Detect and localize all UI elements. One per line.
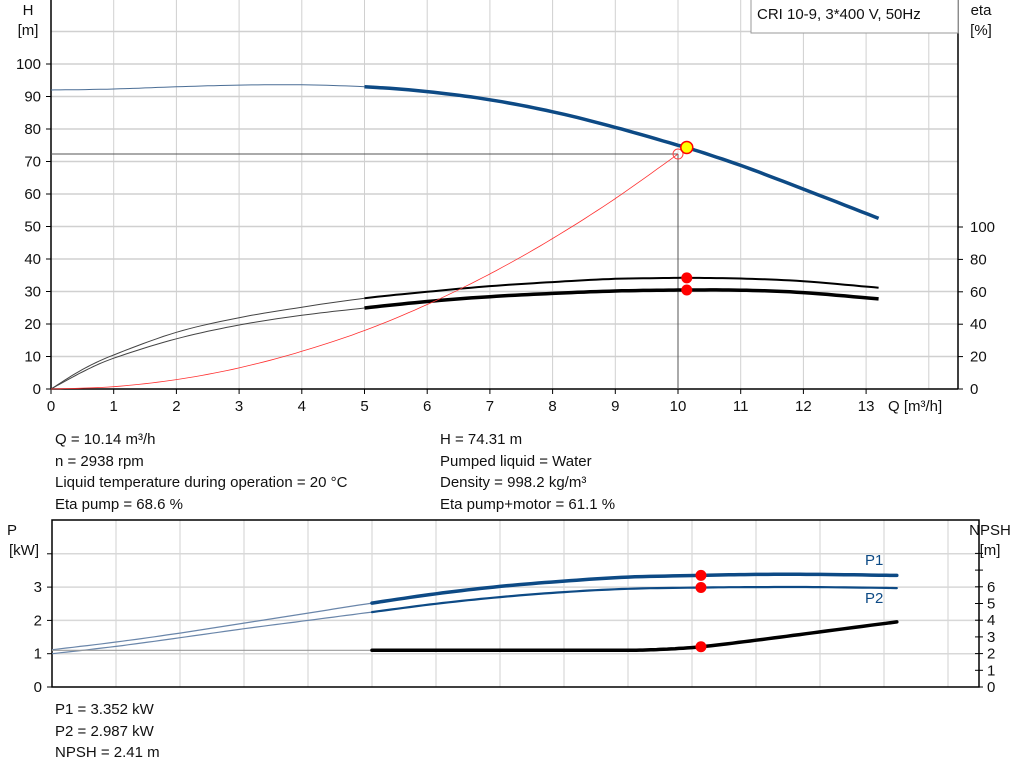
y-axis-label-left: P xyxy=(7,522,17,539)
y-tick-label-left: 100 xyxy=(16,56,41,73)
series-line-system-curve xyxy=(50,153,679,390)
x-tick-label: 11 xyxy=(733,398,749,415)
info-line: Eta pump = 68.6 % xyxy=(55,495,183,513)
series-line-NPSH xyxy=(370,620,899,653)
y-tick-label-left: 10 xyxy=(24,349,41,366)
y-tick-label-left: 0 xyxy=(33,381,41,398)
y-tick-label-right: 3 xyxy=(987,629,995,646)
series-label-P2: P2 xyxy=(865,590,883,607)
series-line-head xyxy=(364,85,880,221)
y-tick-label-right: 80 xyxy=(970,251,987,268)
series-line-P2-extrapolated xyxy=(51,611,373,655)
x-tick-label: 2 xyxy=(172,398,180,415)
y-axis-unit-left: [m] xyxy=(18,22,39,39)
series-line-head-extrapolated xyxy=(50,84,365,91)
x-tick-label: 5 xyxy=(360,398,368,415)
x-tick-label: 8 xyxy=(548,398,556,415)
y-tick-label-right: 0 xyxy=(987,679,995,696)
y-tick-label-right: 1 xyxy=(987,662,995,679)
y-tick-label-left: 0 xyxy=(34,679,42,696)
y-axis-unit-left: [kW] xyxy=(9,542,39,559)
series-label-P1: P1 xyxy=(865,552,883,569)
y-axis-label-left: H xyxy=(23,2,34,19)
y-tick-label-left: 2 xyxy=(34,612,42,629)
y-tick-label-left: 3 xyxy=(34,579,42,596)
y-axis-label-right: eta xyxy=(971,2,993,19)
series-line-eta-pump-motor-extrapolated xyxy=(50,307,365,390)
duty-marker-eta-pump-motor xyxy=(681,284,693,296)
y-tick-label-left: 30 xyxy=(24,284,41,301)
x-tick-label: 13 xyxy=(858,398,875,415)
y-tick-label-left: 50 xyxy=(24,219,41,236)
y-tick-label-right: 0 xyxy=(970,381,978,398)
series-line-P1 xyxy=(370,572,899,605)
series-line-eta-pump-extrapolated xyxy=(50,297,365,390)
y-tick-label-left: 80 xyxy=(24,121,41,138)
info-line: Q = 10.14 m³/h xyxy=(55,431,156,448)
x-tick-label: 6 xyxy=(423,398,431,415)
x-tick-label: 4 xyxy=(298,398,306,415)
x-tick-label: 1 xyxy=(110,398,118,415)
series-line-eta-pump-motor xyxy=(364,288,879,310)
info-top-right: H = 74.31 m Pumped liquid = Water Densit… xyxy=(440,429,615,515)
y-tick-label-left: 60 xyxy=(24,186,41,203)
y-tick-label-right: 20 xyxy=(970,349,987,366)
y-tick-label-left: 40 xyxy=(24,251,41,268)
y-tick-label-right: 2 xyxy=(987,646,995,663)
duty-marker-npsh xyxy=(695,641,707,653)
y-tick-label-left: 90 xyxy=(24,89,41,106)
x-tick-label: 7 xyxy=(486,398,494,415)
duty-marker-p1 xyxy=(695,569,707,581)
y-axis-label-right: NPSH xyxy=(969,522,1011,539)
info-line: H = 74.31 m xyxy=(440,431,523,448)
y-tick-label-left: 20 xyxy=(24,316,41,333)
legend-text: CRI 10-9, 3*400 V, 50Hz xyxy=(757,6,921,23)
series-line-eta-pump xyxy=(364,276,879,300)
y-tick-label-right: 6 xyxy=(987,579,995,596)
duty-point-marker xyxy=(680,140,694,155)
duty-marker-p2 xyxy=(695,582,707,594)
y-axis-unit-right: [%] xyxy=(970,22,992,39)
x-tick-label: 0 xyxy=(47,398,55,415)
x-tick-label: 10 xyxy=(670,398,687,415)
y-axis-unit-right: [m] xyxy=(980,542,1001,559)
y-tick-label-right: 5 xyxy=(987,596,995,613)
info-line: Density = 998.2 kg/m³ xyxy=(440,474,587,491)
info-bottom: P1 = 3.352 kW P2 = 2.987 kW NPSH = 2.41 … xyxy=(55,699,160,764)
requested-point-marker xyxy=(672,148,684,160)
info-line: P2 = 2.987 kW xyxy=(55,722,154,740)
duty-marker-eta-pump xyxy=(681,272,693,284)
x-tick-label: 12 xyxy=(795,398,812,415)
info-line: Pumped liquid = Water xyxy=(440,452,592,470)
y-tick-label-right: 4 xyxy=(987,612,995,629)
series-line-P1-extrapolated xyxy=(51,602,373,651)
info-top-left: Q = 10.14 m³/h n = 2938 rpm Liquid tempe… xyxy=(55,429,347,515)
y-tick-label-right: 40 xyxy=(970,316,987,333)
legend-box xyxy=(750,0,959,34)
info-line: P1 = 3.352 kW xyxy=(55,701,154,718)
x-axis-label: Q [m³/h] xyxy=(888,398,942,415)
info-line: Eta pump+motor = 61.1 % xyxy=(440,495,616,513)
x-tick-label: 3 xyxy=(235,398,243,415)
info-line: NPSH = 2.41 m xyxy=(55,744,160,761)
info-line: n = 2938 rpm xyxy=(55,452,144,470)
series-line-P2 xyxy=(370,585,898,614)
x-tick-label: 9 xyxy=(611,398,619,415)
plot-frame xyxy=(51,519,980,688)
y-tick-label-left: 1 xyxy=(34,646,42,663)
info-line: Liquid temperature during operation = 20… xyxy=(55,474,348,491)
y-tick-label-left: 70 xyxy=(24,154,41,171)
y-tick-label-right: 100 xyxy=(970,219,995,236)
y-tick-label-right: 60 xyxy=(970,284,987,301)
